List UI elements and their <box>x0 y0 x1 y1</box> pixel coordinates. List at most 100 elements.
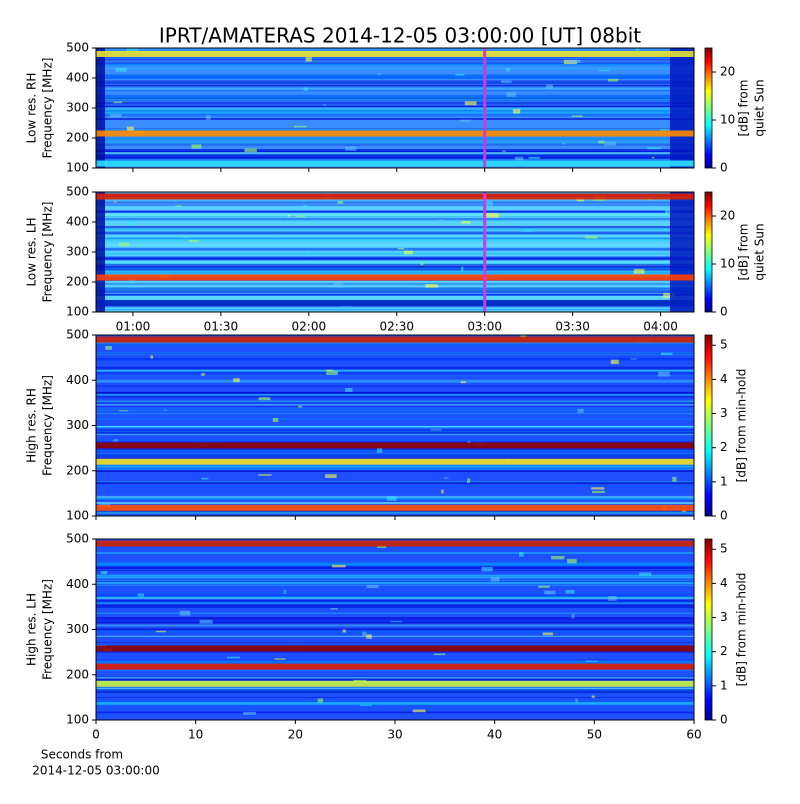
spectrogram-texture <box>96 306 694 308</box>
spectrogram-speckle <box>126 126 134 131</box>
spectrogram-texture <box>96 631 694 634</box>
colorbar-tick-label: 5 <box>720 542 728 556</box>
spectrogram-speckle <box>635 48 640 51</box>
spectrogram-texture <box>96 705 694 709</box>
edge-strip <box>670 48 694 168</box>
colorbar-label: quiet Sun <box>753 79 767 136</box>
spectrogram-speckle <box>455 73 465 76</box>
spectrogram-texture <box>96 270 694 274</box>
spectrogram-texture <box>96 597 694 600</box>
spectrogram-texture <box>96 81 694 84</box>
spectrogram-speckle <box>337 201 344 204</box>
colorbar <box>704 334 713 517</box>
spectrogram-texture <box>96 149 694 152</box>
spectrogram-speckle <box>633 268 645 274</box>
spectrogram-texture <box>96 287 694 291</box>
y-tick-label: 100 <box>66 161 89 175</box>
x-axis-label: 2014-12-05 03:00:00 <box>32 764 159 778</box>
spectrogram-texture <box>96 690 694 694</box>
spectrogram-speckle <box>506 92 516 98</box>
spectrogram-texture <box>96 247 694 251</box>
spectrogram-speckle <box>317 698 323 703</box>
spectrogram-texture <box>96 623 694 627</box>
x-tick-label: 01:00 <box>116 320 151 334</box>
spectrogram-speckle <box>377 73 381 76</box>
spectrogram-texture <box>96 221 694 223</box>
spectrogram-texture <box>96 226 694 228</box>
spectrogram-texture <box>96 63 694 67</box>
spectrogram-speckle <box>397 247 405 250</box>
spectrogram-texture <box>96 268 694 271</box>
spectrogram-texture <box>96 700 694 703</box>
colorbar-tick-label: 1 <box>720 474 728 488</box>
y-tick-label: 100 <box>66 305 89 319</box>
spectrogram-texture <box>96 218 694 220</box>
emission-band <box>96 504 694 511</box>
spectrogram-speckle <box>576 197 585 202</box>
spectrogram-texture <box>96 343 694 346</box>
spectrogram-texture <box>96 468 694 469</box>
spectrogram-texture <box>96 447 694 450</box>
spectrogram-speckle <box>444 477 449 479</box>
x-tick-label: 10 <box>188 728 203 742</box>
spectrogram-texture <box>96 155 694 159</box>
spectrogram-speckle <box>512 109 521 114</box>
spectrogram-texture <box>96 601 694 605</box>
spectrogram-texture <box>96 552 694 554</box>
spectrogram-speckle <box>390 621 402 623</box>
spectrogram-texture <box>96 586 694 588</box>
spectrogram-texture <box>96 454 694 457</box>
spectrogram-speckle <box>646 198 652 201</box>
spectrogram-speckle <box>492 214 495 217</box>
spectrogram-texture <box>96 264 694 267</box>
colorbar-tick-label: 0 <box>720 713 728 727</box>
spectrogram-speckle <box>591 695 595 698</box>
emission-band <box>96 160 694 167</box>
spectrogram-texture <box>96 150 694 153</box>
spectrogram-speckle <box>502 150 507 153</box>
emission-band <box>96 458 694 465</box>
spectrogram-texture <box>96 213 694 217</box>
y-tick-label: 300 <box>66 622 89 636</box>
spectrogram-speckle <box>100 571 108 575</box>
spectrogram-speckle <box>175 205 183 207</box>
spectrogram-speckle <box>258 397 271 401</box>
spectrogram-speckle <box>565 589 575 594</box>
spectrogram-texture <box>96 200 694 204</box>
spectrogram-texture <box>96 433 694 436</box>
spectrogram-speckle <box>603 141 616 146</box>
x-tick-label: 01:30 <box>204 320 239 334</box>
spectrogram-texture <box>96 342 694 344</box>
spectrogram-speckle <box>303 204 308 207</box>
colorbar-label: [dB] from min-hold <box>735 369 749 483</box>
spectrogram-texture <box>96 562 694 565</box>
spectrogram-speckle <box>610 359 619 365</box>
colorbar-tick-label: 10 <box>720 257 735 271</box>
colorbar-tick-label: 5 <box>720 338 728 352</box>
spectrogram-speckle <box>567 59 581 63</box>
spectrogram-speckle <box>592 490 605 494</box>
spectrogram-speckle <box>325 474 337 478</box>
spectrogram-texture <box>96 371 694 374</box>
spectrogram-texture <box>96 62 694 65</box>
spectrogram-speckle <box>490 576 500 582</box>
spectrogram-texture <box>96 412 694 416</box>
spectrogram-texture <box>96 85 694 87</box>
spectrogram-speckle <box>305 57 312 62</box>
spectrogram-texture <box>96 129 694 131</box>
edge-strip <box>96 192 105 312</box>
spectrogram-texture <box>96 60 694 62</box>
spectrogram-texture <box>96 635 694 637</box>
spectrogram-speckle <box>464 101 477 106</box>
spectrogram-speckle <box>585 660 598 662</box>
spectrogram-texture <box>96 357 694 361</box>
emission-band <box>96 300 694 306</box>
spectrogram-texture <box>96 94 694 98</box>
edge-strip <box>96 48 105 168</box>
colorbar-label: quiet Sun <box>753 223 767 280</box>
spectrogram-texture <box>96 581 694 585</box>
spectrogram-speckle <box>663 293 675 298</box>
spectrogram-texture <box>96 660 694 664</box>
spectrogram-texture <box>96 392 694 394</box>
spectrogram-texture <box>96 237 694 240</box>
